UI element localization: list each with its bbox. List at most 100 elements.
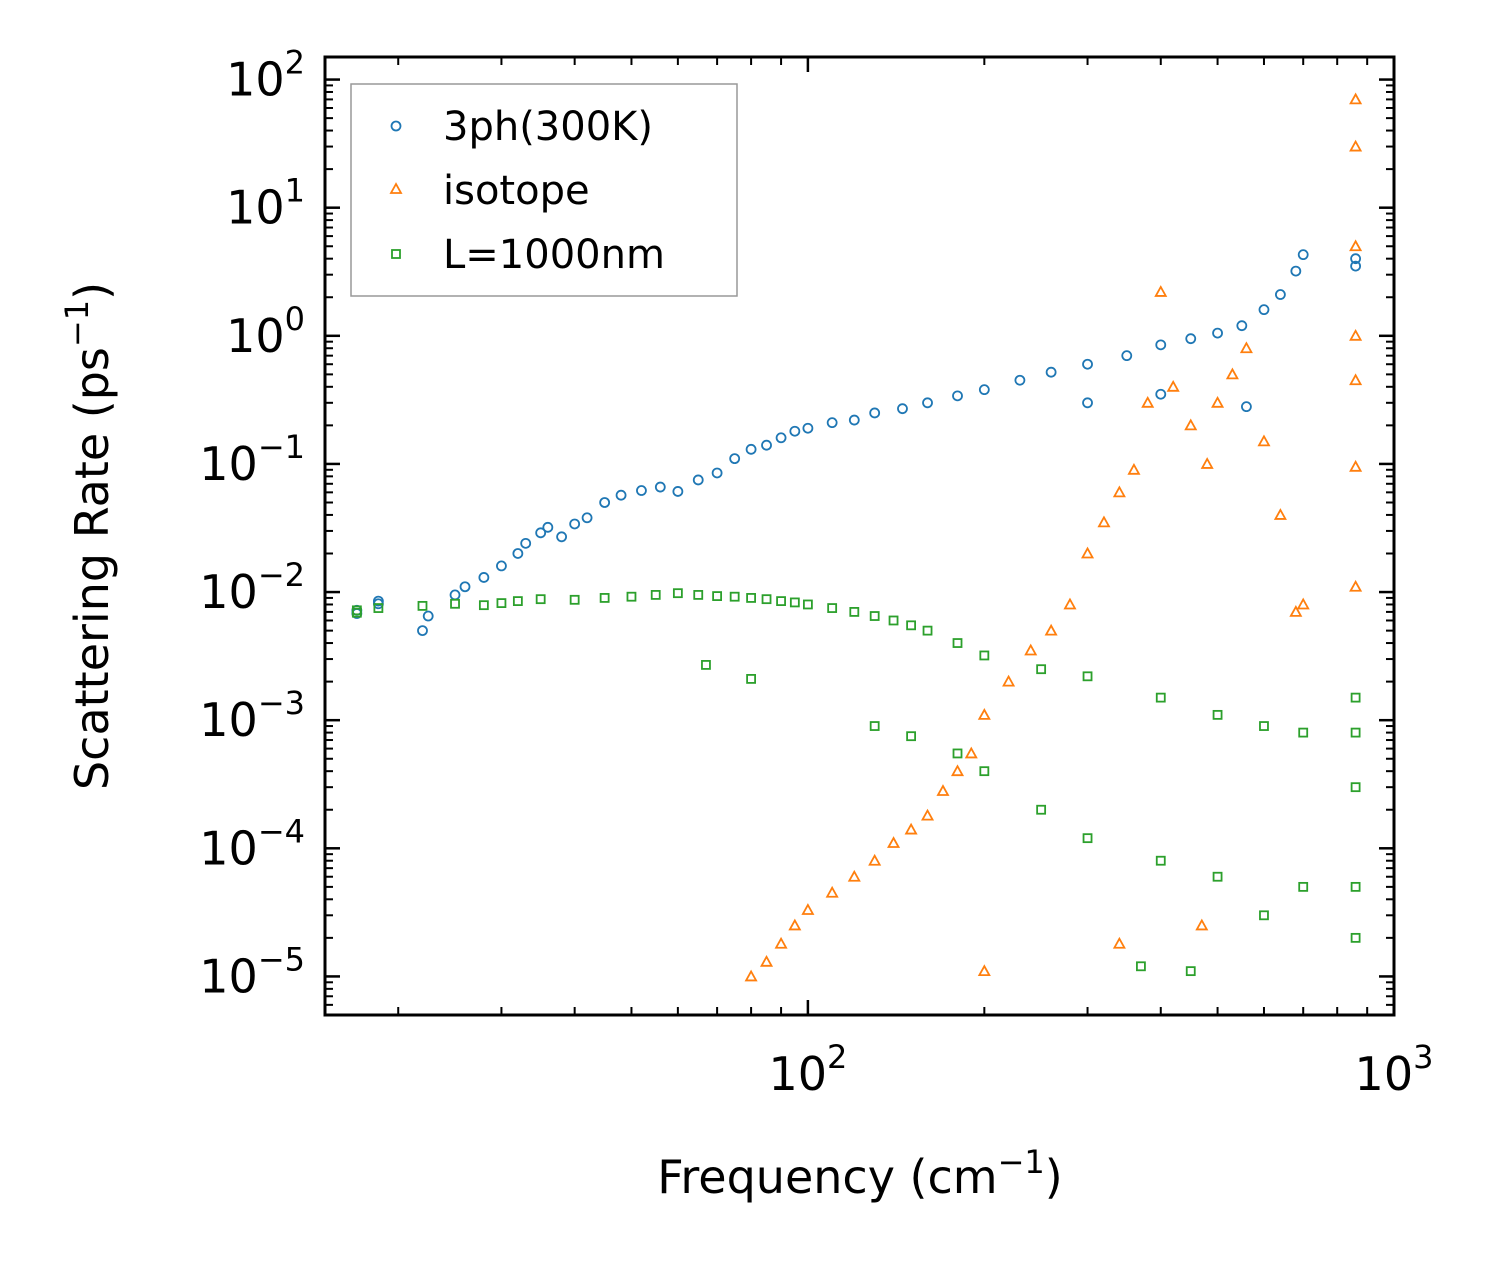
data-point: [1296, 597, 1310, 610]
data-point: [869, 407, 881, 419]
data-point: [936, 784, 950, 796]
data-point: [626, 591, 637, 602]
data-point: [1082, 671, 1093, 682]
y-tick-label: 10−4: [199, 812, 305, 875]
legend-marker-3ph: [390, 120, 402, 132]
data-point: [744, 969, 758, 982]
data-point: [904, 822, 918, 835]
data-point: [1289, 605, 1303, 617]
data-point: [1350, 881, 1361, 892]
data-point: [1349, 92, 1363, 105]
data-point: [826, 417, 838, 429]
y-tick-label: 10−5: [199, 940, 305, 1003]
data-point: [827, 603, 838, 613]
data-point: [701, 660, 711, 670]
data-point: [952, 638, 963, 648]
data-point: [979, 766, 990, 777]
data-point: [672, 588, 683, 599]
data-point: [556, 531, 568, 543]
data-point: [569, 594, 580, 605]
data-point: [1044, 623, 1058, 636]
data-point: [1082, 833, 1093, 844]
data-point: [761, 439, 772, 451]
data-point: [977, 708, 991, 720]
data-point: [1097, 515, 1111, 528]
data-point: [422, 610, 434, 622]
data-point: [1155, 692, 1166, 703]
data-point: [417, 625, 428, 637]
data-point: [535, 594, 546, 605]
data-point: [1350, 260, 1362, 272]
data-point: [520, 537, 532, 549]
data-point: [1112, 485, 1126, 498]
legend-label-isotope: isotope: [443, 168, 590, 214]
data-point: [693, 590, 704, 600]
data-point: [449, 589, 461, 601]
data-point: [1155, 388, 1167, 400]
data-point: [1349, 328, 1363, 341]
data-point: [1212, 327, 1223, 339]
data-point: [636, 485, 647, 496]
y-axis-label: Scattering Rate (ps−1): [58, 282, 119, 790]
data-point: [745, 443, 757, 455]
data-point: [950, 764, 965, 777]
data-point: [729, 453, 741, 465]
data-point: [1298, 881, 1309, 892]
data-point: [1127, 462, 1141, 475]
data-point: [1200, 457, 1214, 469]
data-point: [569, 518, 581, 530]
data-point: [1239, 341, 1253, 354]
data-points: [351, 92, 1363, 982]
data-point: [450, 598, 460, 609]
data-point: [654, 481, 666, 493]
data-point: [746, 593, 756, 603]
data-point: [650, 590, 661, 600]
data-point: [1349, 239, 1363, 252]
data-point: [1349, 579, 1363, 592]
y-tick-label: 102: [226, 44, 305, 107]
data-point: [887, 836, 901, 848]
data-point: [1136, 961, 1146, 972]
y-axis-major-ticks: [325, 78, 1394, 978]
data-point: [711, 467, 723, 479]
data-point: [478, 572, 490, 583]
data-point: [351, 605, 362, 616]
legend-label-l1000nm: L=1000nm: [443, 232, 665, 278]
y-axis-tick-labels: 102 101 100 10−1 10−2 10−3 10−4 10−5: [199, 44, 305, 1004]
data-point: [672, 486, 684, 497]
data-point: [1273, 508, 1287, 520]
data-point: [581, 512, 593, 524]
data-point: [1166, 379, 1180, 392]
data-point: [802, 422, 814, 434]
y-tick-label: 10−1: [199, 428, 305, 491]
data-point: [1211, 395, 1225, 408]
data-point: [1236, 320, 1248, 332]
data-point: [1036, 804, 1047, 815]
data-point: [1350, 253, 1362, 265]
data-point: [459, 581, 471, 593]
data-point: [1155, 339, 1167, 351]
data-point: [922, 625, 933, 636]
legend: 3ph(300K) isotope L=1000nm: [350, 83, 738, 297]
series-2: [351, 588, 1361, 977]
data-point: [512, 596, 523, 607]
legend-frame: [350, 83, 738, 297]
data-point: [1036, 664, 1047, 675]
data-point: [868, 853, 882, 866]
data-point: [1063, 597, 1077, 610]
data-point: [1350, 932, 1361, 943]
data-point: [1195, 918, 1209, 931]
y-tick-label: 10−2: [199, 556, 305, 619]
data-point: [921, 808, 935, 821]
data-point: [1014, 374, 1026, 386]
data-point: [964, 746, 978, 759]
data-point: [906, 620, 917, 631]
x-tick-label: 102: [768, 1038, 847, 1101]
data-point: [1257, 434, 1271, 447]
legend-marker-isotope: [389, 182, 403, 194]
data-point: [759, 954, 774, 967]
data-point: [1082, 358, 1093, 370]
data-point: [847, 869, 861, 882]
data-point: [1349, 139, 1363, 152]
data-point: [535, 527, 547, 539]
